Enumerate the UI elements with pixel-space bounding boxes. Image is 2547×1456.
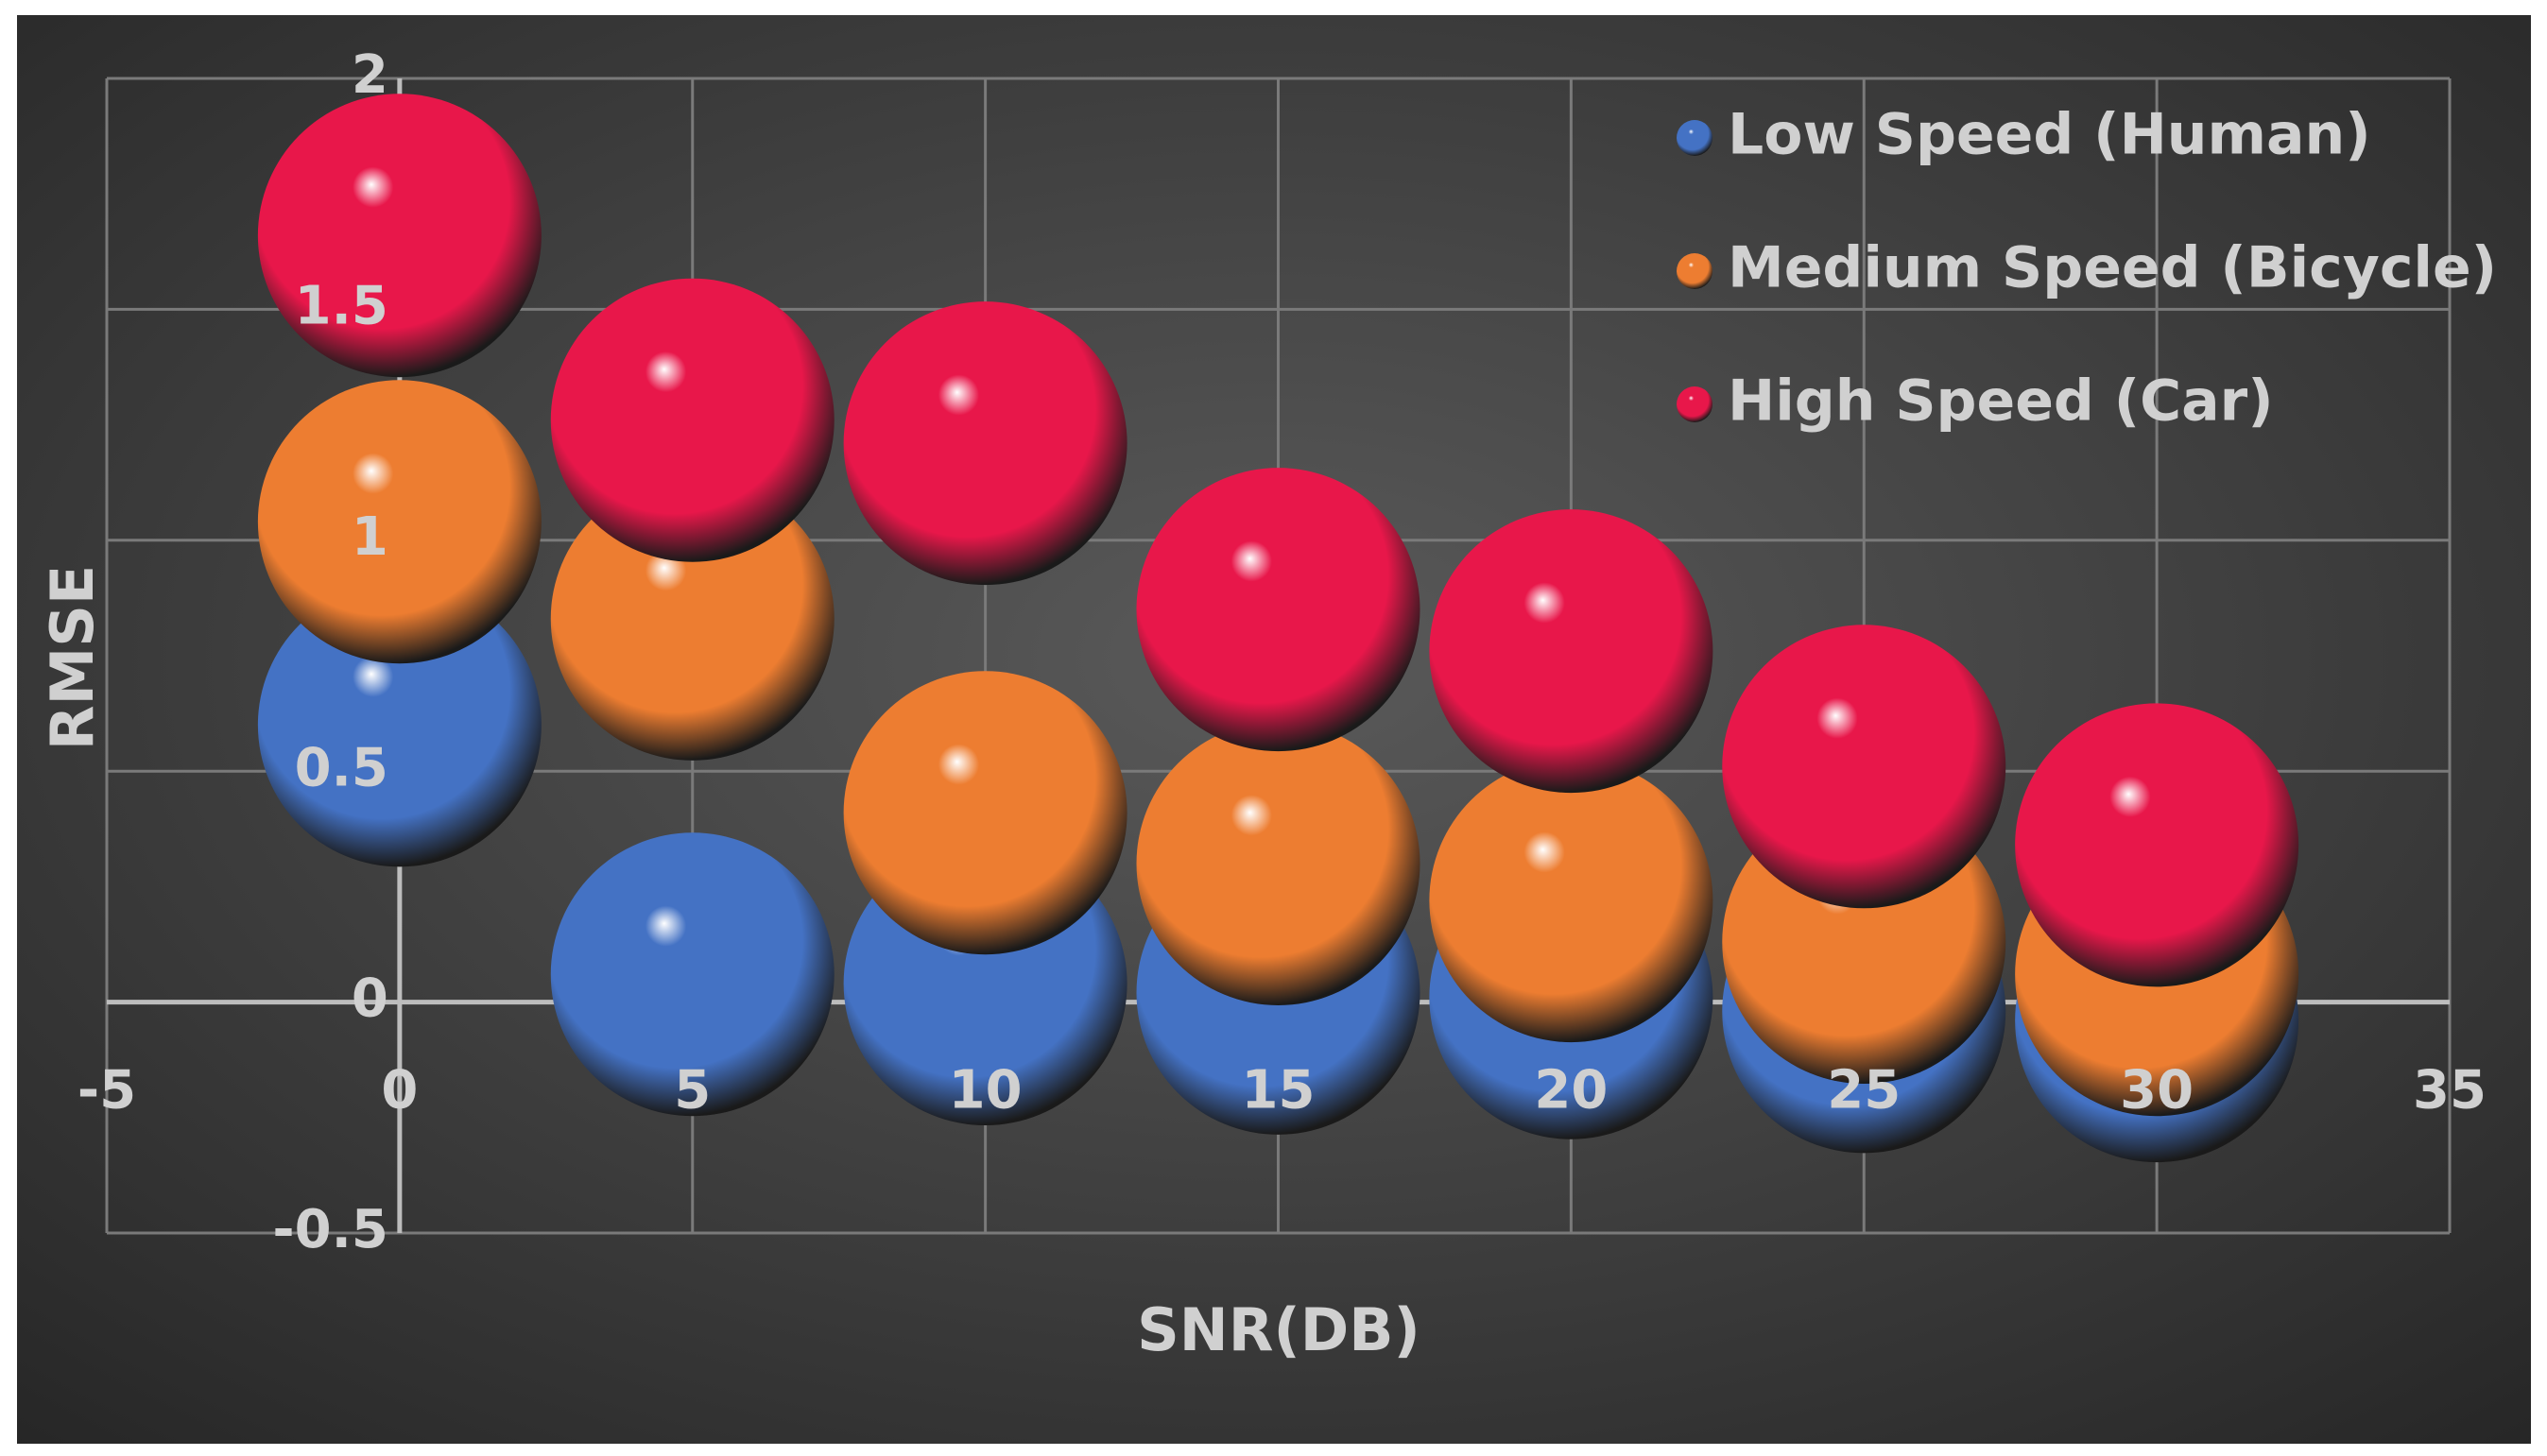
y-tick-label: 0.5	[295, 737, 388, 798]
y-tick-label: 0	[352, 968, 388, 1030]
bubble	[1429, 759, 1713, 1043]
y-axis-title: RMSE	[38, 565, 107, 750]
x-tick-label: 30	[2120, 1060, 2194, 1122]
legend-label: High Speed (Car)	[1728, 368, 2274, 435]
bubble	[843, 301, 1127, 586]
legend-marker	[1677, 386, 1712, 422]
y-tick-label: 1.5	[295, 276, 388, 337]
legend-marker	[1677, 253, 1712, 289]
legend-marker	[1677, 120, 1712, 156]
bubble	[2015, 703, 2299, 987]
bubble	[550, 278, 835, 562]
x-tick-label: 20	[1534, 1060, 1608, 1122]
x-tick-label: 35	[2413, 1060, 2487, 1122]
bubble	[257, 583, 542, 867]
x-tick-label: 25	[1827, 1060, 1901, 1122]
bubble	[550, 832, 835, 1117]
labels: -0.5 0 0.5 1 1.5 2 -5 0 5 10 15 20 25 30 35 Low Speed (…	[77, 44, 2497, 1260]
bubble	[257, 380, 542, 664]
x-tick-label: 15	[1242, 1060, 1316, 1122]
x-tick-label: -5	[77, 1060, 136, 1122]
bubble	[1722, 625, 2006, 909]
bubble	[1429, 509, 1713, 794]
legend-label: Medium Speed (Bicycle)	[1728, 235, 2497, 301]
x-tick-label: 5	[674, 1060, 711, 1122]
legend-label: Low Speed (Human)	[1728, 102, 2371, 168]
x-tick-label: 0	[381, 1060, 418, 1122]
y-tick-label: 1	[352, 506, 388, 568]
x-axis-title: SNR(DB)	[1137, 1295, 1420, 1364]
y-tick-label: 2	[352, 44, 388, 106]
bubble	[843, 671, 1127, 955]
bubble	[1136, 468, 1420, 752]
y-tick-label: -0.5	[272, 1199, 387, 1260]
plot-area	[257, 94, 2299, 1163]
bubble	[1136, 721, 1420, 1005]
bubble	[257, 94, 542, 378]
bubble	[550, 476, 835, 761]
x-tick-label: 10	[949, 1060, 1023, 1122]
